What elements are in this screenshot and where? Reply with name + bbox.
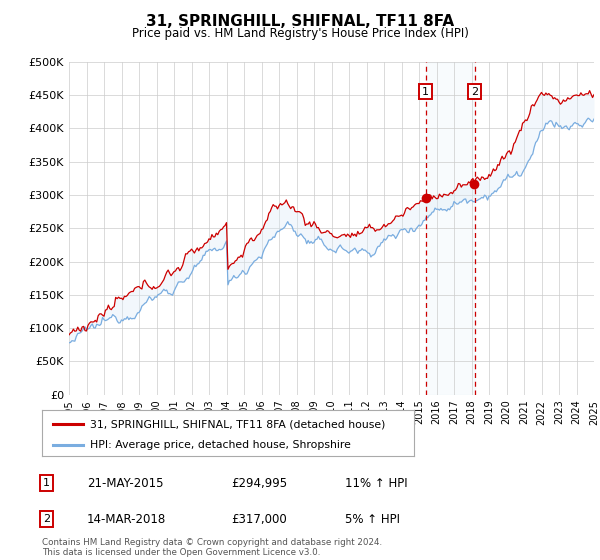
Text: 31, SPRINGHILL, SHIFNAL, TF11 8FA (detached house): 31, SPRINGHILL, SHIFNAL, TF11 8FA (detac…	[91, 419, 386, 430]
Text: Contains HM Land Registry data © Crown copyright and database right 2024.
This d: Contains HM Land Registry data © Crown c…	[42, 538, 382, 557]
Text: 2: 2	[471, 87, 478, 96]
Bar	[425, 62, 475, 395]
Text: 1: 1	[43, 478, 50, 488]
Text: 31, SPRINGHILL, SHIFNAL, TF11 8FA: 31, SPRINGHILL, SHIFNAL, TF11 8FA	[146, 14, 454, 29]
Text: 5% ↑ HPI: 5% ↑ HPI	[345, 512, 400, 526]
Text: 21-MAY-2015: 21-MAY-2015	[87, 477, 163, 490]
Text: 1: 1	[422, 87, 429, 96]
Text: 11% ↑ HPI: 11% ↑ HPI	[345, 477, 407, 490]
Text: 2: 2	[43, 514, 50, 524]
Text: £317,000: £317,000	[231, 512, 287, 526]
Text: £294,995: £294,995	[231, 477, 287, 490]
Text: Price paid vs. HM Land Registry's House Price Index (HPI): Price paid vs. HM Land Registry's House …	[131, 27, 469, 40]
Text: HPI: Average price, detached house, Shropshire: HPI: Average price, detached house, Shro…	[91, 440, 351, 450]
Text: 14-MAR-2018: 14-MAR-2018	[87, 512, 166, 526]
